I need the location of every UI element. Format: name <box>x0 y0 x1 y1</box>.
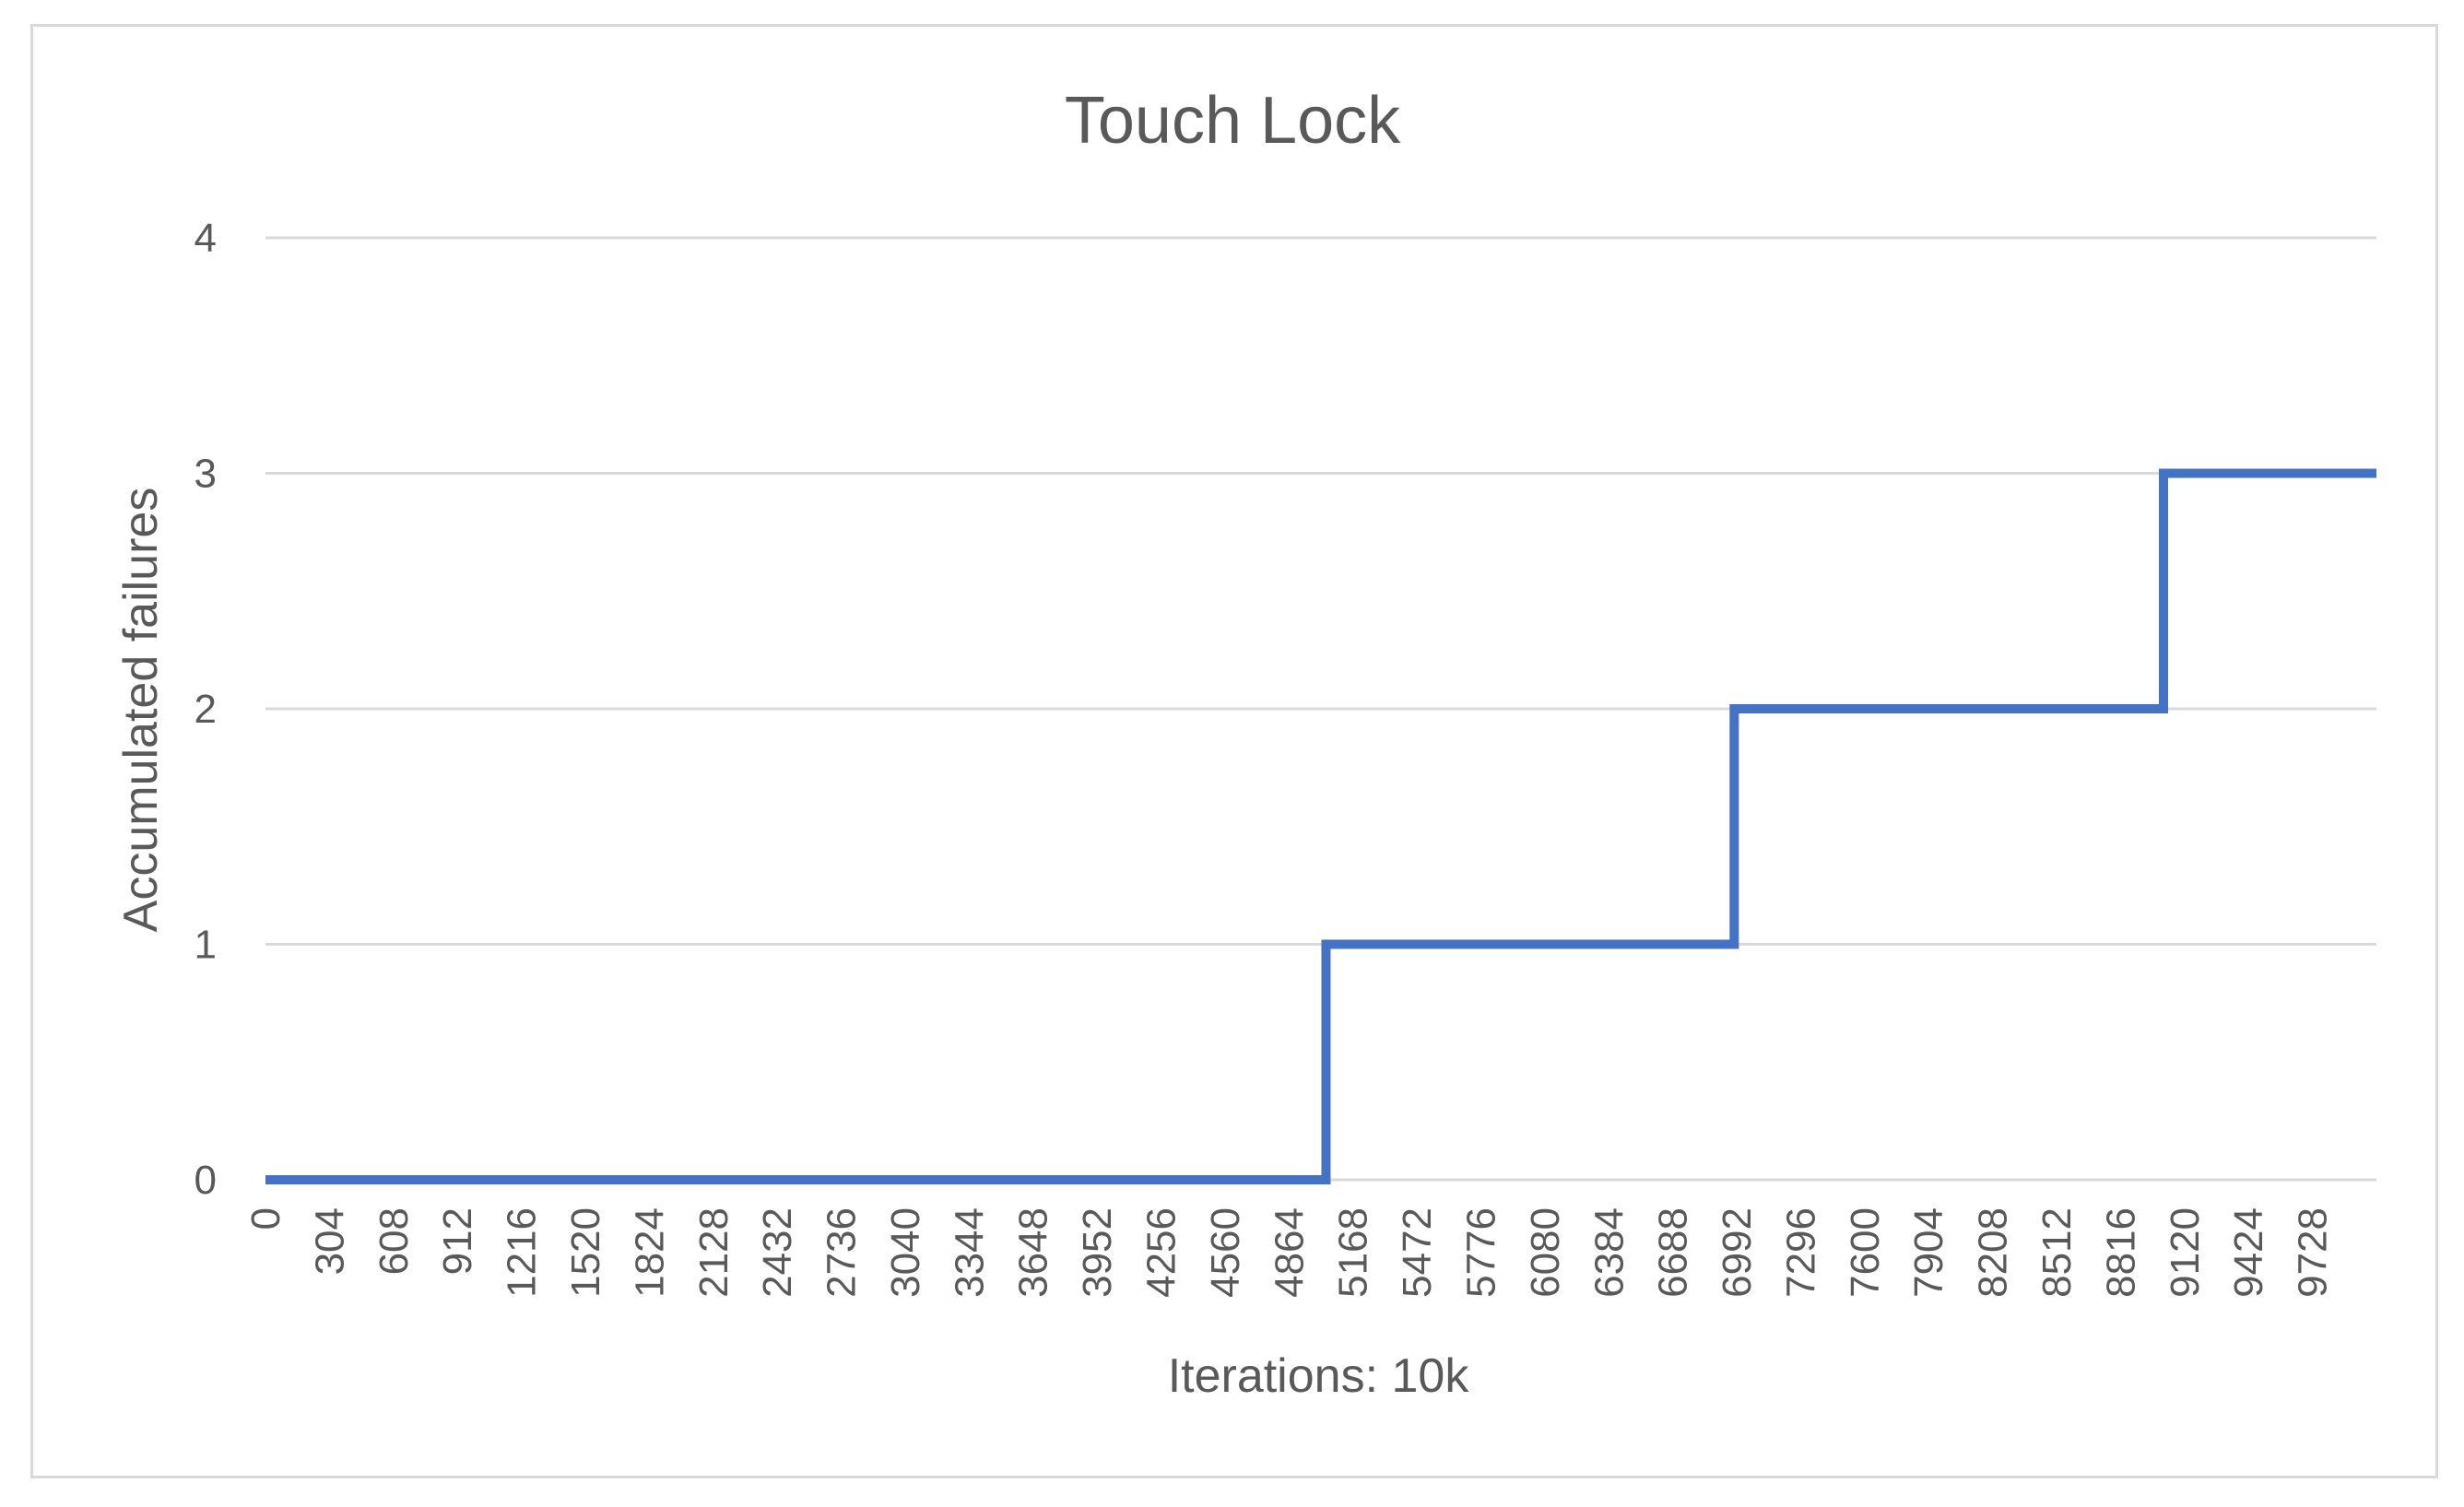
x-tick-label: 3648 <box>1011 1207 1056 1298</box>
x-tick-label: 8512 <box>2034 1207 2080 1298</box>
x-tick-label: 2432 <box>755 1207 800 1298</box>
x-tick-label: 1824 <box>627 1207 672 1298</box>
x-tick-label: 8208 <box>1971 1207 2016 1298</box>
x-tick-label: 6688 <box>1651 1207 1696 1298</box>
x-tick-label: 3952 <box>1075 1207 1120 1298</box>
y-tick-label: 2 <box>195 687 217 732</box>
series-layer <box>265 468 2376 1184</box>
x-axis-title: Iterations: 10k <box>1168 1349 1470 1403</box>
x-tick-label: 3040 <box>883 1207 928 1298</box>
x-tick-label: 0 <box>243 1207 289 1230</box>
x-tick-label: 9120 <box>2163 1207 2208 1298</box>
x-tick-label: 6992 <box>1715 1207 1760 1298</box>
chart-title: Touch Lock <box>1065 84 1401 158</box>
y-axis-ticks: 0 1 2 3 4 <box>195 216 217 1203</box>
x-axis-ticks: 0 304 608 912 1216 1520 1824 2128 2432 2736 3040 33… <box>243 1207 2336 1298</box>
x-tick-label: 4256 <box>1139 1207 1185 1298</box>
y-tick-label: 4 <box>195 216 217 261</box>
x-tick-label: 1520 <box>563 1207 608 1298</box>
x-tick-label: 2736 <box>819 1207 865 1298</box>
x-tick-label: 3344 <box>947 1207 992 1298</box>
x-tick-label: 7904 <box>1906 1207 1951 1298</box>
y-tick-label: 0 <box>195 1158 217 1203</box>
x-tick-label: 4560 <box>1203 1207 1248 1298</box>
x-tick-label: 5776 <box>1458 1207 1503 1298</box>
chart-area <box>30 24 2438 1478</box>
x-tick-label: 608 <box>371 1207 417 1275</box>
x-tick-label: 912 <box>435 1207 480 1275</box>
x-tick-label: 8816 <box>2098 1207 2143 1298</box>
y-axis-title: Accumulated failures <box>114 488 168 933</box>
x-tick-label: 304 <box>307 1207 352 1275</box>
x-tick-label: 2128 <box>691 1207 737 1298</box>
y-tick-label: 1 <box>195 923 217 968</box>
x-tick-label: 7600 <box>1843 1207 1888 1298</box>
x-tick-label: 6384 <box>1586 1207 1632 1298</box>
series-line-0 <box>265 468 2376 1184</box>
x-tick-label: 5472 <box>1395 1207 1440 1298</box>
x-tick-label: 7296 <box>1778 1207 1823 1298</box>
x-tick-label: 1216 <box>500 1207 545 1298</box>
x-tick-label: 9424 <box>2226 1207 2271 1298</box>
y-tick-label: 3 <box>195 452 217 497</box>
x-tick-label: 4864 <box>1267 1207 1312 1298</box>
x-tick-label: 5168 <box>1331 1207 1376 1298</box>
x-tick-label: 6080 <box>1523 1207 1568 1298</box>
x-tick-label: 9728 <box>2291 1207 2336 1298</box>
